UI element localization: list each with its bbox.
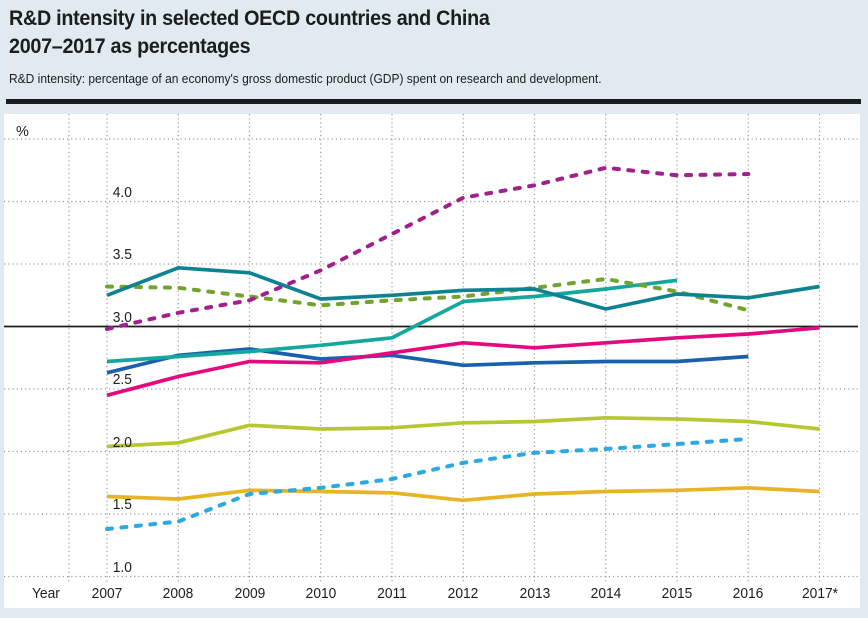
divider-rule [6,99,861,104]
x-tick-label: 2017* [801,586,838,602]
x-tick-label: 2010 [305,586,337,602]
figure-subtitle: R&D intensity: percentage of an economy'… [9,72,602,86]
y-tick-label: 1.0 [112,559,132,576]
y-tick-label: 3.0 [112,309,132,326]
y-tick-label: 2.0 [112,434,132,451]
x-tick-label: 2007 [91,586,123,602]
x-tick-label: 2013 [519,586,550,602]
y-tick-label: 4.0 [112,184,132,201]
x-tick-label: 2011 [377,586,407,602]
y-tick-label: 1.5 [112,497,132,513]
x-axis-title: Year [32,586,60,602]
y-axis-unit-label: % [16,124,29,140]
figure-title-line1: R&D intensity in selected OECD countries… [9,7,490,30]
x-tick-label: 2009 [234,586,265,602]
figure-title: R&D intensity in selected OECD countries… [9,5,490,61]
y-tick-label: 3.5 [112,247,132,263]
y-tick-label: 2.5 [112,372,132,388]
x-tick-label: 2008 [162,586,194,602]
figure-title-line2: 2007–2017 as percentages [9,35,251,58]
x-tick-label: 2012 [447,586,479,602]
x-tick-label: 2014 [590,586,622,602]
x-tick-label: 2016 [732,586,764,602]
x-tick-label: 2015 [661,586,693,602]
